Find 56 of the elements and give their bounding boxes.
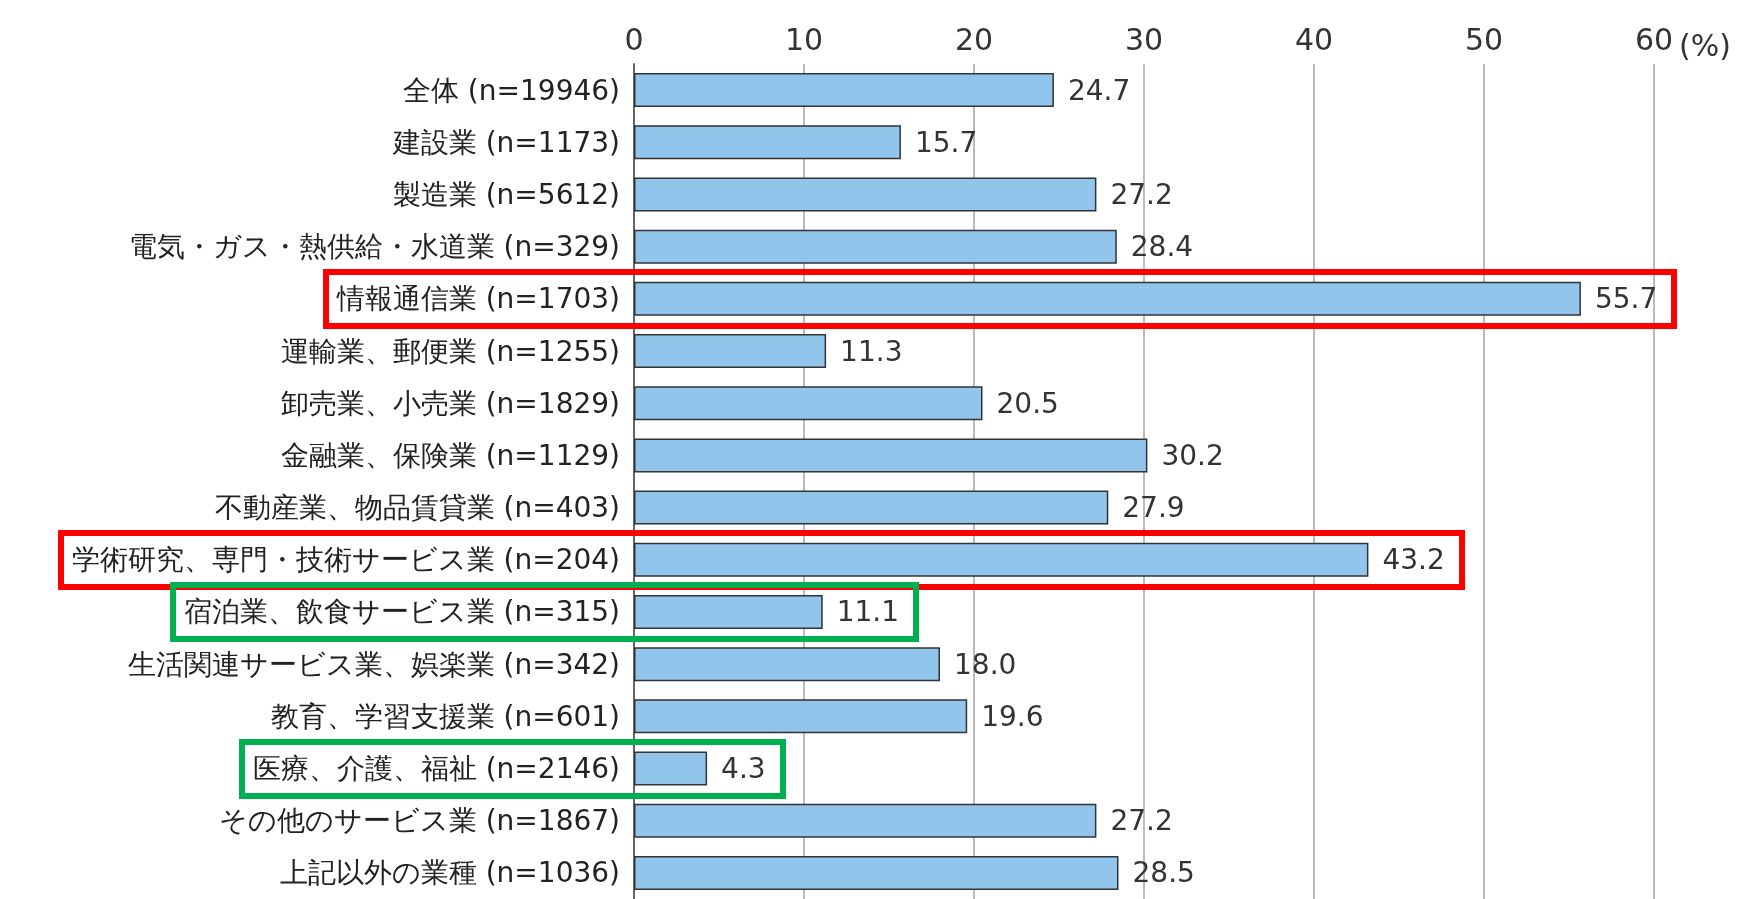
x-tick-label: 40 [1294, 21, 1334, 57]
data-label: 27.2 [1110, 177, 1173, 211]
y-tick-label: 上記以外の業種 (n=1036) [279, 856, 620, 890]
data-label: 43.2 [1382, 543, 1445, 577]
y-tick-label: 医療、介護、福祉 (n=2146) [252, 752, 620, 786]
y-tick-label: 生活関連サービス業、娯楽業 (n=342) [127, 647, 620, 681]
y-tick-label: 教育、学習支援業 (n=601) [270, 699, 620, 733]
data-label: 11.3 [840, 334, 903, 368]
data-label: 19.6 [981, 699, 1044, 733]
data-label: 28.5 [1132, 856, 1195, 890]
bar [634, 125, 901, 160]
bar [634, 855, 1119, 890]
data-label: 27.9 [1122, 491, 1185, 525]
x-axis-title: (%) [1678, 27, 1731, 63]
x-tick-label: 60 [1634, 21, 1674, 57]
y-tick-label: 建設業 (n=1173) [391, 125, 620, 159]
bar [634, 438, 1148, 473]
bar [634, 803, 1097, 838]
x-tick-label: 20 [954, 21, 994, 57]
bar [634, 334, 827, 369]
data-label: 11.1 [836, 595, 900, 629]
y-tick-label: 運輸業、郵便業 (n=1255) [280, 334, 620, 368]
bar [634, 647, 940, 682]
y-tick-label: 電気・ガス・熱供給・水道業 (n=329) [128, 230, 620, 264]
y-tick-label: 宿泊業、飲食サービス業 (n=315) [183, 595, 620, 629]
bar [634, 490, 1109, 525]
bar [634, 542, 1369, 577]
y-tick-label: 卸売業、小売業 (n=1829) [280, 386, 620, 420]
data-label: 30.2 [1161, 438, 1224, 472]
x-tick-label: 50 [1464, 21, 1504, 57]
bar [634, 751, 708, 786]
y-tick-label: 不動産業、物品賃貸業 (n=403) [214, 491, 620, 525]
data-label: 28.4 [1130, 230, 1194, 264]
data-label: 15.7 [914, 125, 978, 159]
y-tick-label: 学術研究、専門・技術サービス業 (n=204) [71, 543, 620, 577]
x-tick-label: 30 [1124, 21, 1164, 57]
bar [634, 73, 1054, 108]
y-tick-label: その他のサービス業 (n=1867) [218, 804, 620, 838]
data-label: 55.7 [1594, 282, 1658, 316]
bar [634, 699, 968, 734]
y-tick-label: 金融業、保険業 (n=1129) [280, 438, 620, 472]
data-label: 4.3 [721, 752, 766, 786]
data-label: 27.2 [1110, 804, 1173, 838]
bar [634, 281, 1581, 316]
x-tick-label: 10 [784, 21, 824, 57]
data-label: 24.7 [1067, 73, 1131, 107]
data-label: 18.0 [954, 647, 1017, 681]
y-tick-label: 製造業 (n=5612) [392, 177, 620, 211]
bar [634, 594, 823, 629]
data-label: 20.5 [996, 386, 1059, 420]
y-tick-label: 情報通信業 (n=1703) [335, 282, 620, 316]
x-tick-label: 0 [624, 21, 644, 57]
y-tick-label: 全体 (n=19946) [402, 73, 620, 107]
bar [634, 229, 1117, 264]
bar [634, 386, 983, 421]
bar [634, 177, 1097, 212]
